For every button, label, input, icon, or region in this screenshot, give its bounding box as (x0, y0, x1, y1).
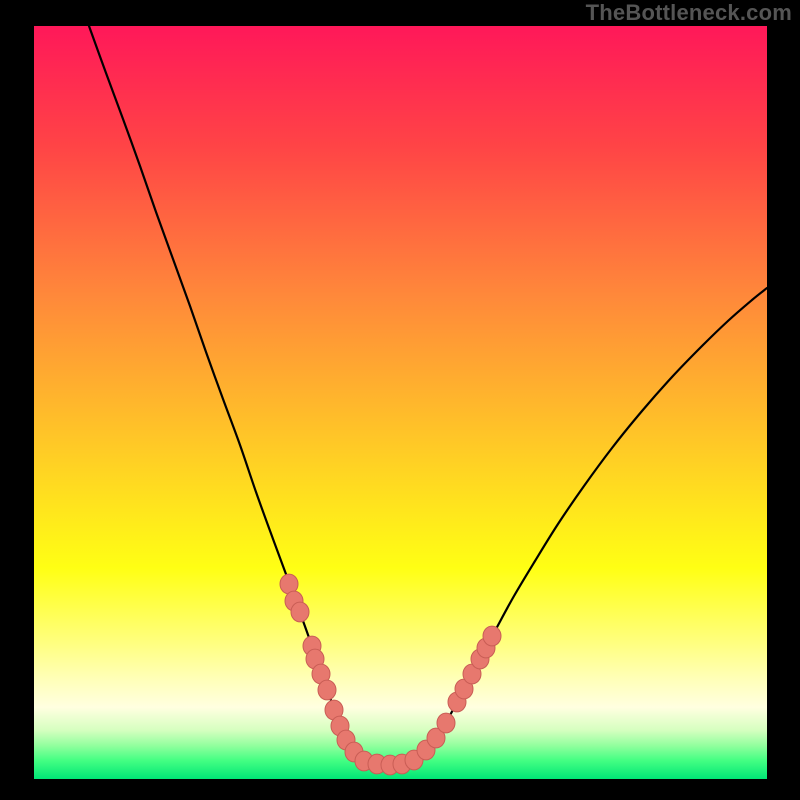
watermark-text: TheBottleneck.com (586, 0, 792, 26)
chart-plot-area (34, 26, 767, 779)
gradient-background (34, 26, 767, 779)
